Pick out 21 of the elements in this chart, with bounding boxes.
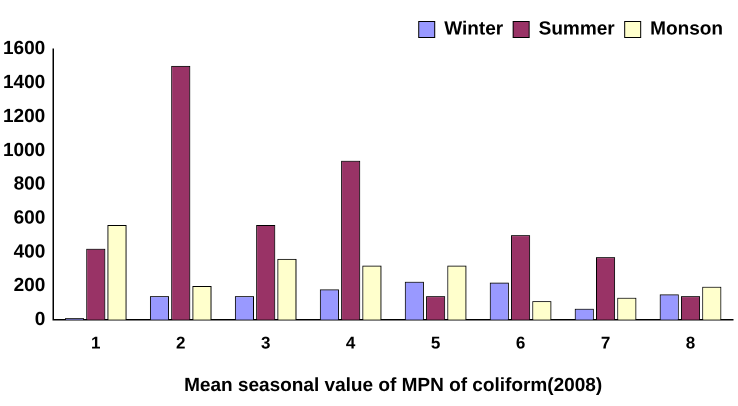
y-tick-label: 1200 — [2, 106, 46, 127]
x-tick-label: 6 — [516, 334, 526, 353]
x-axis-title: Mean seasonal value of MPN of coliform(2008) — [184, 374, 602, 396]
legend-label: Winter — [444, 18, 504, 40]
y-tick-label: 0 — [34, 309, 46, 330]
y-tick-label: 200 — [14, 275, 46, 296]
x-tick-label: 1 — [91, 334, 100, 353]
legend-label: Monson — [650, 18, 724, 40]
legend-label: Summer — [538, 18, 616, 40]
y-tick-label: 800 — [14, 174, 46, 195]
y-tick-label: 1400 — [2, 72, 46, 94]
y-tick-label: 1600 — [2, 38, 46, 60]
y-tick-label: 400 — [14, 241, 46, 262]
x-tick-label: 2 — [176, 334, 186, 353]
y-tick-label: 1000 — [2, 140, 46, 161]
x-tick-label: 8 — [686, 334, 696, 353]
x-tick-label: 3 — [260, 334, 270, 353]
x-tick-label: 7 — [600, 334, 610, 353]
x-tick-label: 5 — [430, 334, 440, 353]
x-tick-label: 4 — [346, 334, 356, 353]
y-tick-label: 600 — [14, 207, 46, 228]
